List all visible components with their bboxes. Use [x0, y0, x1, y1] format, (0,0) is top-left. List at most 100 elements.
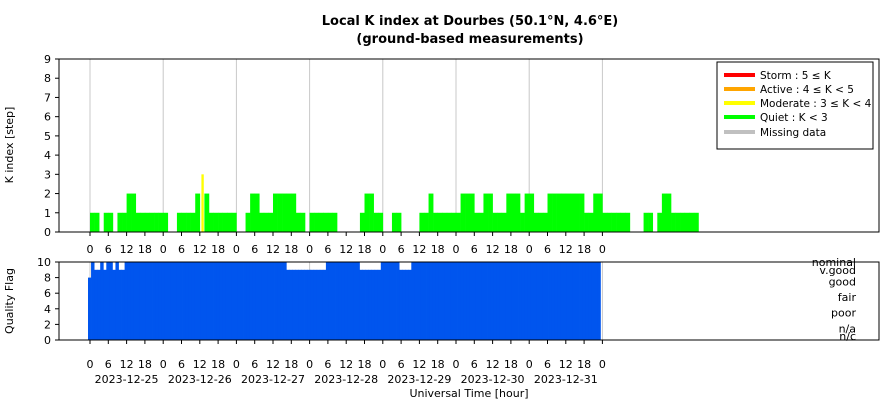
- kindex-bar: [149, 212, 155, 232]
- quality-bar: [130, 262, 135, 340]
- kindex-ytick-label: 0: [44, 226, 51, 239]
- kindex-bar: [364, 193, 370, 232]
- kindex-ylabel: K index [step]: [3, 107, 16, 184]
- quality-bar: [411, 262, 415, 340]
- quality-bar: [118, 269, 122, 340]
- kindex-bar: [186, 212, 191, 232]
- legend-label-storm: Storm : 5 ≤ K: [760, 70, 832, 82]
- kindex-bar: [291, 193, 297, 232]
- quality-xtick-label: 6: [471, 358, 478, 371]
- quality-xtick-label: 6: [105, 358, 112, 371]
- kindex-xtick-label: 12: [266, 243, 280, 256]
- quality-bar: [264, 262, 269, 340]
- quality-bar: [173, 262, 177, 340]
- quality-bar: [261, 262, 266, 340]
- kindex-xtick-label: 6: [471, 243, 478, 256]
- quality-bar: [100, 262, 104, 340]
- quality-bar: [579, 262, 583, 340]
- kindex-bar: [469, 193, 475, 232]
- quality-bar: [142, 262, 147, 340]
- quality-frame: [58, 261, 880, 341]
- quality-bar: [274, 262, 278, 340]
- quality-bar: [210, 262, 214, 340]
- quality-bar: [179, 262, 183, 340]
- kindex-bar: [213, 212, 219, 232]
- kindex-bar: [286, 193, 292, 232]
- quality-bar: [475, 262, 479, 340]
- kindex-xtick-label: 18: [138, 243, 152, 256]
- kindex-ytick-label: 2: [44, 188, 51, 201]
- kindex-bar: [616, 212, 621, 232]
- kindex-bar: [204, 193, 210, 232]
- kindex-xtick-label: 6: [178, 243, 185, 256]
- quality-bar: [389, 262, 394, 340]
- quality-bar: [594, 262, 598, 340]
- kindex-bar: [369, 193, 374, 232]
- quality-ytick-label: 8: [44, 272, 51, 285]
- quality-xtick-label: 12: [339, 358, 353, 371]
- quality-bar: [487, 262, 491, 340]
- kindex-ytick-label: 6: [44, 111, 51, 124]
- kindex-bar: [277, 193, 283, 232]
- quality-bar: [429, 262, 434, 340]
- kindex-bar: [359, 212, 365, 232]
- quality-bar: [194, 262, 199, 340]
- x-axis-label: Universal Time [hour]: [409, 387, 528, 400]
- legend-label-moderate: Moderate : 3 ≤ K < 4: [760, 98, 872, 110]
- quality-bar: [203, 262, 208, 340]
- kindex-bar: [488, 193, 493, 232]
- quality-bar: [258, 262, 263, 340]
- quality-bar: [545, 262, 549, 340]
- kindex-bar: [309, 212, 315, 232]
- quality-bar: [103, 269, 107, 340]
- kindex-bar: [195, 193, 201, 232]
- kindex-xtick-label: 12: [339, 243, 353, 256]
- chart-subtitle: (ground-based measurements): [356, 32, 583, 47]
- kindex-frame: [58, 58, 880, 233]
- quality-bar: [347, 262, 351, 340]
- kindex-bar: [689, 212, 695, 232]
- kindex-bar: [579, 193, 585, 232]
- quality-bar: [377, 269, 382, 340]
- quality-level-label: fair: [838, 291, 857, 304]
- kindex-bar: [671, 212, 676, 232]
- quality-bar: [572, 262, 577, 340]
- kindex-bar: [103, 212, 109, 232]
- quality-bar: [371, 269, 376, 340]
- quality-bar: [380, 262, 385, 340]
- quality-bar: [560, 262, 565, 340]
- kindex-bar: [611, 212, 617, 232]
- kindex-bar: [135, 212, 141, 232]
- kindex-xtick-label: 0: [306, 243, 313, 256]
- quality-xtick-label: 0: [306, 358, 313, 371]
- kindex-xtick-label: 12: [412, 243, 426, 256]
- kindex-bar: [442, 212, 448, 232]
- kindex-bar: [542, 212, 548, 232]
- quality-bar: [97, 269, 101, 340]
- quality-bar: [426, 262, 430, 340]
- quality-xtick-label: 18: [577, 358, 591, 371]
- quality-bar: [530, 262, 534, 340]
- quality-bar: [481, 262, 485, 340]
- quality-bar: [402, 269, 406, 340]
- kindex-bar: [556, 193, 562, 232]
- quality-xtick-label: 18: [284, 358, 298, 371]
- quality-bar: [136, 262, 141, 340]
- date-label: 2023-12-31: [534, 373, 598, 386]
- kindex-bar: [117, 212, 123, 232]
- quality-xtick-label: 12: [412, 358, 426, 371]
- kindex-bar: [433, 212, 438, 232]
- kindex-bar: [620, 212, 626, 232]
- kindex-bar: [428, 193, 434, 232]
- quality-bar: [182, 262, 186, 340]
- kindex-bar: [460, 193, 466, 232]
- kindex-bar: [396, 212, 402, 232]
- quality-xtick-label: 0: [453, 358, 460, 371]
- quality-bar: [225, 262, 229, 340]
- kindex-xtick-label: 12: [486, 243, 500, 256]
- quality-bar: [139, 262, 144, 340]
- quality-bar: [353, 262, 357, 340]
- quality-bar: [213, 262, 217, 340]
- quality-bar: [508, 262, 513, 340]
